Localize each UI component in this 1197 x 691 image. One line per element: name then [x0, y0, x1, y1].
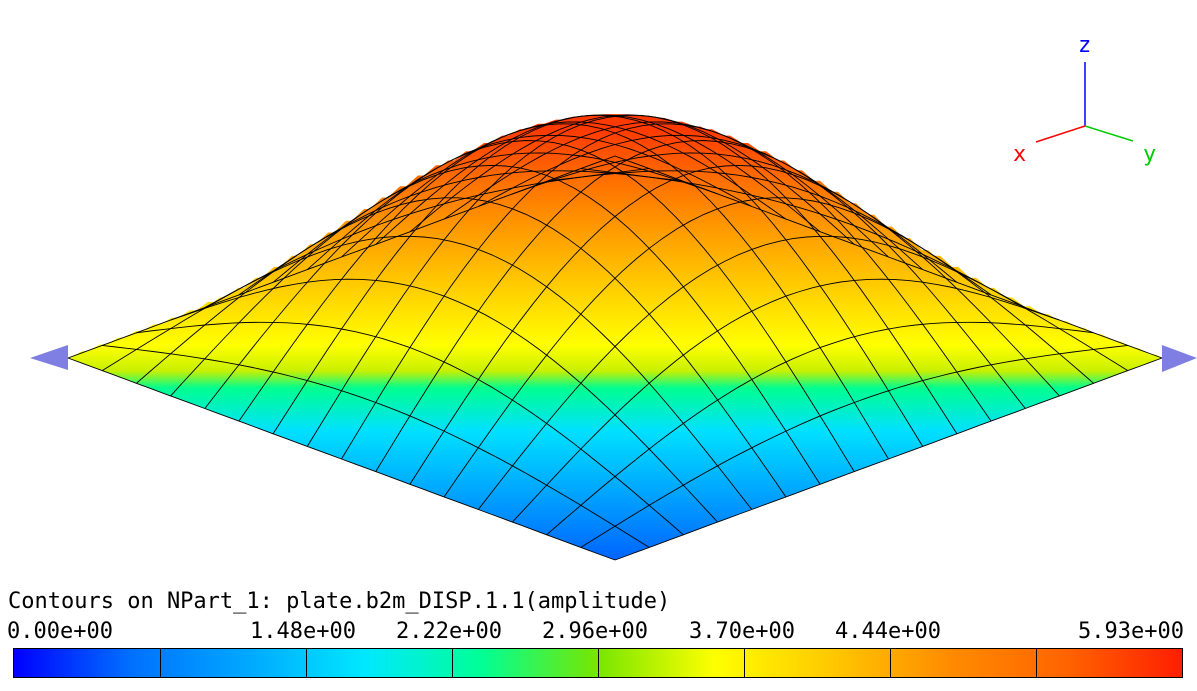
mesh-line: [580, 168, 1129, 371]
mesh-lines: [67, 114, 1163, 561]
plate-surface: [68, 114, 1162, 560]
legend-tick-label: 2.22e+00: [396, 619, 502, 644]
plate-left-tip: [30, 345, 68, 370]
mesh-line: [546, 170, 1094, 384]
legend-tick-label: 1.48e+00: [250, 619, 356, 644]
colorbar-division: [890, 649, 891, 677]
legend-tick-label: 2.96e+00: [542, 619, 648, 644]
mesh-line: [375, 114, 924, 447]
z-axis-label: z: [1078, 33, 1091, 58]
colorbar-division: [306, 649, 307, 677]
mesh-line: [409, 114, 958, 435]
colorbar-division: [160, 649, 161, 677]
legend-tick-label: 3.70e+00: [689, 619, 795, 644]
mesh-line: [341, 123, 889, 460]
mesh-line: [614, 357, 1163, 561]
x-axis-label: x: [1013, 142, 1026, 167]
mesh-line: [375, 140, 923, 472]
colorbar-division: [744, 649, 745, 677]
legend-tick-labels: 0.00e+00 1.48e+00 2.22e+00 2.96e+00 3.70…: [0, 619, 1197, 647]
mesh-line: [443, 121, 992, 422]
axis-triad: z x y: [1013, 33, 1156, 167]
legend-title: Contours on NPart_1: plate.b2m_DISP.1.1(…: [8, 589, 671, 614]
y-axis-label: y: [1143, 142, 1156, 167]
mesh-line: [512, 278, 1060, 523]
mesh-line: [614, 155, 1163, 359]
y-axis-line: [1084, 125, 1134, 142]
x-axis-line: [1035, 125, 1086, 143]
colorbar-division: [598, 649, 599, 677]
mesh-line: [443, 197, 992, 498]
legend-tick-label: 5.93e+00: [1078, 619, 1184, 644]
mesh-line: [546, 321, 1094, 536]
colorbar-division: [452, 649, 453, 677]
legend-tick-label: 4.44e+00: [835, 619, 941, 644]
plate-right-tip: [1162, 345, 1197, 372]
legend-tick-label: 0.00e+00: [7, 619, 113, 644]
mesh-line: [512, 152, 1060, 397]
mesh-line: [477, 235, 1026, 510]
mesh-line: [478, 134, 1026, 409]
mesh-line: [580, 344, 1128, 548]
legend-colorbar: [13, 648, 1183, 678]
colorbar-division: [1036, 649, 1037, 677]
